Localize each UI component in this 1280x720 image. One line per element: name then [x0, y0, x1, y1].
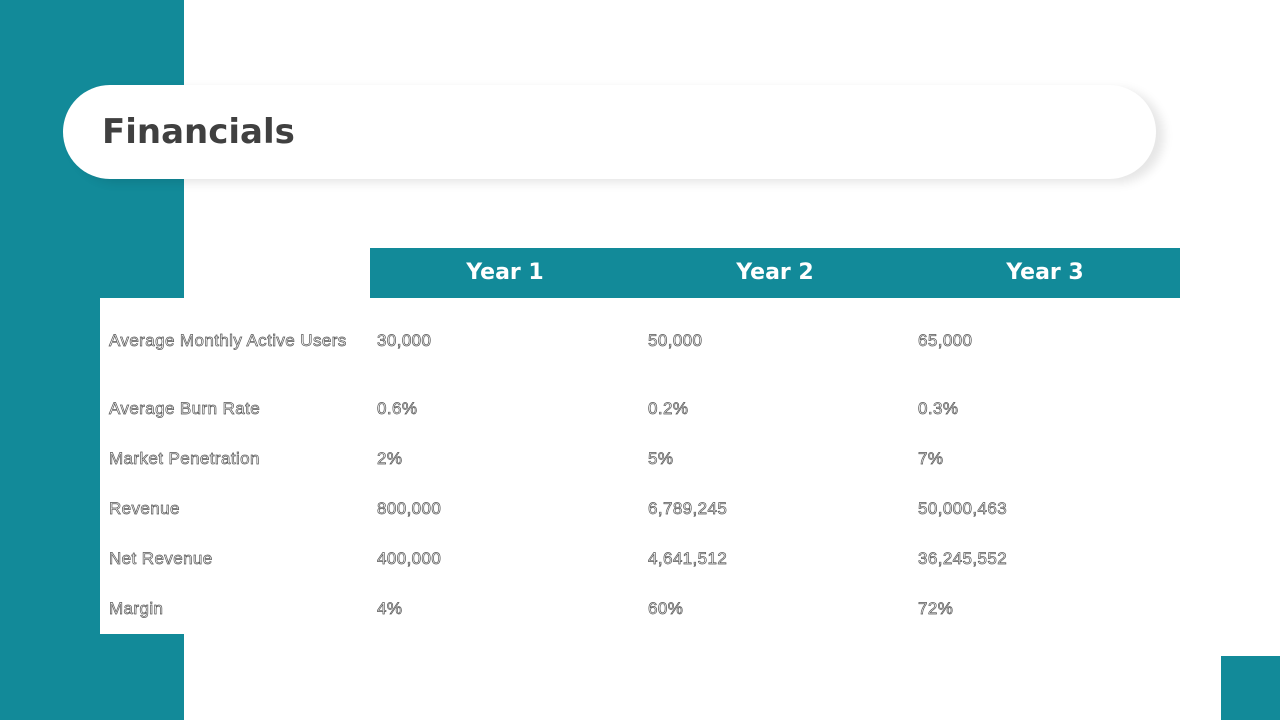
row-label: Net Revenue: [109, 549, 213, 569]
table-row: Margin 4% 60% 72%: [100, 584, 1180, 634]
table-row: Net Revenue 400,000 4,641,512 36,245,552: [100, 534, 1180, 584]
row-label: Average Monthly Active Users: [109, 331, 347, 351]
cell-year-1: 800,000: [377, 499, 442, 519]
table-row: Average Monthly Active Users 30,000 50,0…: [100, 298, 1180, 384]
row-label: Margin: [109, 599, 164, 619]
corner-accent-block: [1221, 656, 1280, 720]
table-row: Average Burn Rate 0.6% 0.2% 0.3%: [100, 384, 1180, 434]
cell-year-3: 0.3%: [918, 399, 959, 419]
table-row: Market Penetration 2% 5% 7%: [100, 434, 1180, 484]
cell-year-3: 65,000: [918, 331, 973, 351]
cell-year-1: 400,000: [377, 549, 442, 569]
table-row: Revenue 800,000 6,789,245 50,000,463: [100, 484, 1180, 534]
cell-year-2: 6,789,245: [648, 499, 728, 519]
cell-year-2: 50,000: [648, 331, 703, 351]
table-header-row: Year 1 Year 2 Year 3: [370, 248, 1180, 298]
title-banner: Financials: [63, 85, 1156, 179]
cell-year-3: 36,245,552: [918, 549, 1008, 569]
cell-year-3: 7%: [918, 449, 944, 469]
cell-year-3: 72%: [918, 599, 954, 619]
cell-year-2: 4,641,512: [648, 549, 728, 569]
cell-year-1: 0.6%: [377, 399, 418, 419]
row-label: Revenue: [109, 499, 180, 519]
row-label: Average Burn Rate: [109, 399, 261, 419]
cell-year-2: 5%: [648, 449, 674, 469]
cell-year-2: 0.2%: [648, 399, 689, 419]
cell-year-1: 30,000: [377, 331, 432, 351]
cell-year-2: 60%: [648, 599, 684, 619]
financials-table-body: Average Monthly Active Users 30,000 50,0…: [100, 298, 1180, 634]
column-header-year-3: Year 3: [1006, 260, 1084, 285]
column-header-year-1: Year 1: [466, 260, 544, 285]
row-label: Market Penetration: [109, 449, 260, 469]
page-title: Financials: [102, 112, 295, 152]
cell-year-1: 4%: [377, 599, 403, 619]
cell-year-3: 50,000,463: [918, 499, 1008, 519]
column-header-year-2: Year 2: [736, 260, 814, 285]
cell-year-1: 2%: [377, 449, 403, 469]
